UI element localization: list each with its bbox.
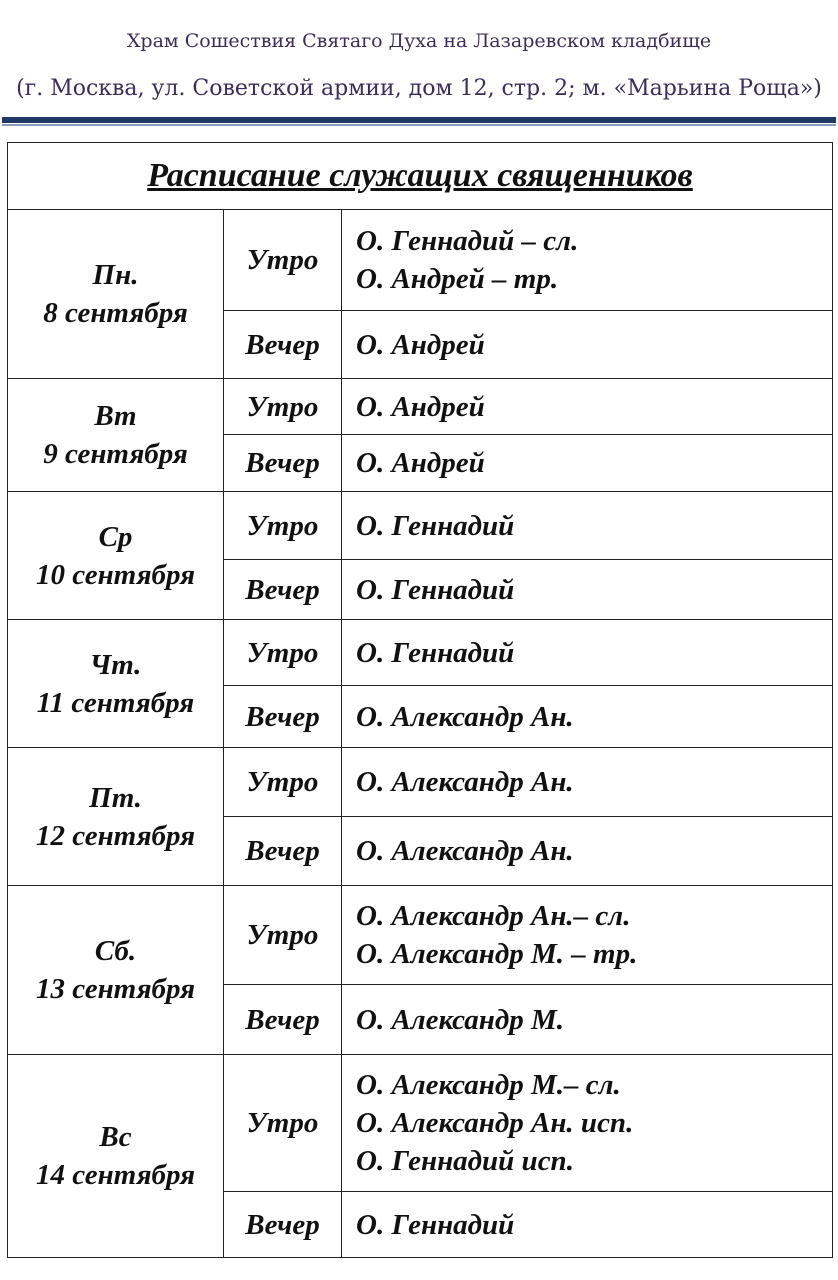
priest-entry: О. Александр Ан. исп. — [356, 1107, 634, 1139]
morning-priests: О. Геннадий – сл. О. Андрей – тр. — [341, 209, 833, 311]
schedule-row-evening: Вечер О. Александр Ан. — [8, 816, 833, 886]
schedule-title: Расписание служащих священников — [7, 142, 833, 210]
morning-priests: О. Геннадий — [341, 491, 833, 560]
header-divider — [2, 117, 836, 123]
morning-label: Утро — [223, 619, 342, 686]
schedule-row-morning: Сб. 13 сентября Утро О. Александр Ан.– сл. О… — [7, 885, 833, 1055]
priest-entry: О. Александр Ан. — [356, 835, 574, 867]
evening-priests: О. Александр Ан. — [341, 816, 833, 886]
evening-label: Вечер — [223, 816, 342, 886]
day-cell: Ср 10 сентября — [7, 491, 224, 620]
morning-priests: О. Александр Ан.– сл. О. Александр М. – т… — [341, 885, 833, 985]
evening-label: Вечер — [223, 1191, 342, 1258]
priest-entry: О. Геннадий — [356, 509, 515, 542]
schedule-row-evening: Вечер О. Александр Ан. — [8, 685, 833, 748]
evening-priests: О. Геннадий — [341, 1191, 833, 1258]
evening-priests: О. Александр М. — [341, 984, 833, 1055]
priest-entry: О. Александр М. – тр. — [356, 938, 638, 970]
day-date: 13 сентября — [35, 973, 196, 1005]
day-cell: Вт 9 сентября — [7, 378, 224, 492]
morning-priests: О. Андрей — [341, 378, 833, 435]
evening-priests: О. Андрей — [341, 434, 833, 492]
schedule-row-evening: Вечер О. Геннадий — [8, 1191, 833, 1258]
priest-entry: О. Александр М.– сл. — [356, 1069, 621, 1101]
day-cell: Пт. 12 сентября — [7, 747, 224, 886]
morning-label: Утро — [223, 885, 342, 985]
priest-entry: О. Геннадий исп. — [356, 1145, 574, 1177]
priest-entry: О. Александр Ан. — [356, 700, 574, 733]
schedule-row-evening: Вечер О. Андрей — [8, 310, 833, 379]
day-name: Вт — [94, 400, 137, 432]
morning-label: Утро — [223, 1054, 342, 1192]
schedule-row-morning: Пт. 12 сентября Утро О. Александр Ан. — [7, 747, 833, 886]
schedule-table: Расписание служащих священников Пн. 8 сен… — [7, 142, 833, 1258]
day-cell: Сб. 13 сентября — [7, 885, 224, 1055]
evening-priests: О. Геннадий — [341, 559, 833, 620]
schedule-row-morning: Ср 10 сентября Утро О. Геннадий — [7, 491, 833, 620]
day-date: 10 сентября — [35, 558, 196, 591]
priest-entry: О. Александр Ан.– сл. — [356, 900, 631, 932]
evening-priests: О. Андрей — [341, 310, 833, 379]
header-divider-thin — [2, 124, 836, 126]
morning-label: Утро — [223, 491, 342, 560]
priest-entry: О. Андрей — [356, 447, 485, 479]
day-cell: Пн. 8 сентября — [7, 209, 224, 379]
day-date: 9 сентября — [43, 438, 188, 470]
schedule-row-morning: Вс 14 сентября Утро О. Александр М.– сл. О. … — [7, 1054, 833, 1258]
day-name: Ср — [98, 520, 133, 553]
morning-priests: О. Геннадий — [341, 619, 833, 686]
priest-entry: О. Геннадий – сл. — [356, 225, 579, 257]
morning-priests: О. Александр М.– сл. О. Александр Ан. исп… — [341, 1054, 833, 1192]
day-cell: Чт. 11 сентября — [7, 619, 224, 748]
morning-label: Утро — [223, 209, 342, 311]
evening-priests: О. Александр Ан. — [341, 685, 833, 748]
day-date: 11 сентября — [36, 686, 195, 719]
schedule-row-evening: Вечер О. Александр М. — [8, 984, 833, 1055]
evening-label: Вечер — [223, 559, 342, 620]
day-date: 12 сентября — [35, 819, 196, 852]
day-name: Пт. — [89, 781, 142, 814]
morning-label: Утро — [223, 747, 342, 817]
schedule-row-morning: Пн. 8 сентября Утро О. Геннадий – сл. О. Анд… — [7, 209, 833, 379]
day-date: 14 сентября — [35, 1159, 196, 1191]
day-name: Пн. — [92, 259, 139, 291]
priest-entry: О. Александр Ан. — [356, 766, 574, 798]
day-name: Чт. — [89, 648, 142, 681]
day-cell: Вс 14 сентября — [7, 1054, 224, 1258]
priest-entry: О. Геннадий — [356, 636, 515, 669]
day-name: Сб. — [94, 935, 137, 967]
priest-entry: О. Андрей — [356, 328, 485, 361]
church-address: (г. Москва, ул. Советской армии, дом 12,… — [16, 76, 822, 101]
morning-priests: О. Александр Ан. — [341, 747, 833, 817]
schedule-row-evening: Вечер О. Геннадий — [8, 559, 833, 620]
day-date: 8 сентября — [43, 297, 188, 329]
evening-label: Вечер — [223, 434, 342, 492]
priest-entry: О. Андрей — [356, 390, 485, 423]
day-name: Вс — [99, 1121, 132, 1153]
evening-label: Вечер — [223, 685, 342, 748]
evening-label: Вечер — [223, 310, 342, 379]
schedule-row-morning: Чт. 11 сентября Утро О. Геннадий — [7, 619, 833, 748]
schedule-row-morning: Вт 9 сентября Утро О. Андрей — [7, 378, 833, 492]
priest-entry: О. Геннадий — [356, 573, 515, 606]
priest-entry: О. Андрей – тр. — [356, 263, 559, 295]
church-name: Храм Сошествия Святаго Духа на Лазаревск… — [126, 30, 712, 52]
priest-entry: О. Александр М. — [356, 1003, 565, 1036]
morning-label: Утро — [223, 378, 342, 435]
evening-label: Вечер — [223, 984, 342, 1055]
priest-entry: О. Геннадий — [356, 1208, 515, 1241]
